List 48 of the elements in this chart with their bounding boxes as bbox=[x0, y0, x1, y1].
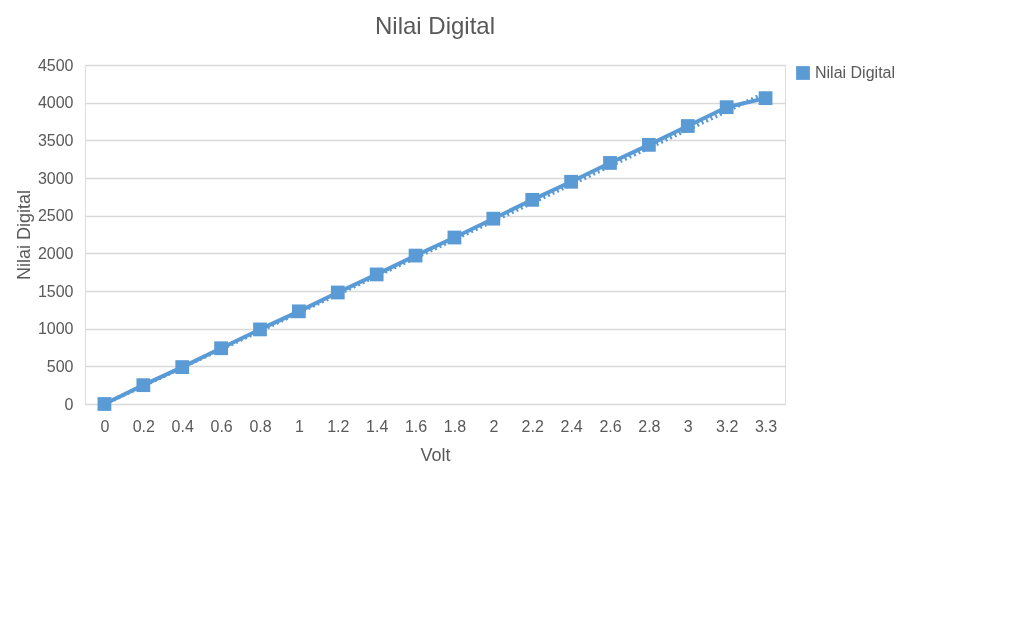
x-tick-label: 3 bbox=[683, 417, 693, 435]
y-axis-title: Nilai Digital bbox=[13, 189, 34, 281]
x-tick-label: 2.2 bbox=[521, 417, 544, 435]
y-tick-label: 3000 bbox=[37, 169, 74, 187]
y-tick-label: 4500 bbox=[37, 56, 74, 74]
x-tick-label: 2.4 bbox=[560, 417, 583, 435]
point bbox=[330, 285, 345, 300]
x-axis-title: Volt bbox=[420, 444, 451, 465]
point bbox=[719, 100, 734, 115]
legend-label: Nilai Digital bbox=[815, 64, 896, 81]
point bbox=[292, 304, 306, 319]
point bbox=[564, 174, 578, 189]
y-tick-label: 2000 bbox=[37, 244, 74, 262]
y-tick-label: 1000 bbox=[37, 320, 74, 338]
y-tick-label: 3500 bbox=[37, 131, 74, 149]
x-tick-label: 2.8 bbox=[638, 417, 661, 435]
chart-title: Nilai Digital bbox=[374, 12, 496, 39]
point bbox=[758, 91, 773, 106]
point bbox=[680, 119, 695, 133]
point bbox=[486, 211, 501, 226]
x-tick-label: 1.6 bbox=[404, 417, 428, 435]
y-tick-label: 0 bbox=[64, 395, 74, 413]
x-tick-label: 1.8 bbox=[443, 417, 467, 435]
point bbox=[525, 192, 540, 207]
x-tick-label: 0 bbox=[100, 417, 110, 435]
x-tick-label: 1.4 bbox=[366, 417, 389, 435]
x-tick-label: 1.2 bbox=[327, 417, 350, 435]
y-tick-label: 500 bbox=[46, 357, 74, 375]
point bbox=[603, 156, 617, 170]
x-tick-label: 0.6 bbox=[210, 417, 233, 435]
x-tick-label: 3.2 bbox=[716, 417, 739, 435]
x-tick-label: 2.6 bbox=[599, 417, 622, 435]
y-tick-label: 1500 bbox=[37, 282, 74, 300]
point bbox=[369, 267, 384, 282]
x-tick-label: 2 bbox=[489, 417, 499, 435]
point bbox=[175, 360, 190, 374]
x-tick-label: 3.3 bbox=[754, 417, 778, 435]
x-tick-label: 0.2 bbox=[132, 417, 156, 435]
point bbox=[214, 341, 228, 356]
point bbox=[642, 137, 656, 152]
x-tick-label: 0.8 bbox=[249, 417, 272, 435]
x-tick-label: 1 bbox=[294, 417, 304, 435]
y-tick-label: 4000 bbox=[37, 94, 74, 112]
point bbox=[253, 322, 267, 337]
point bbox=[136, 378, 151, 393]
x-tick-label: 0.4 bbox=[171, 417, 194, 435]
y-tick-label: 2500 bbox=[37, 207, 74, 225]
point bbox=[97, 397, 112, 411]
